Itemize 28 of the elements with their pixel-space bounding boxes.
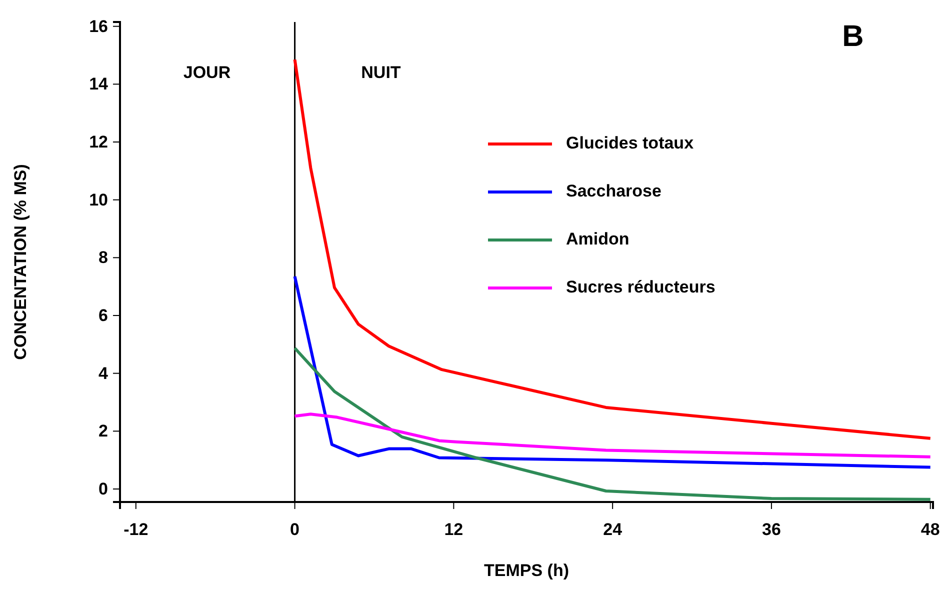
legend-label: Sucres réducteurs — [566, 277, 716, 296]
annotation: NUIT — [361, 63, 402, 82]
y-tick-label: 6 — [98, 306, 108, 325]
x-axis-title: TEMPS (h) — [484, 561, 569, 580]
y-tick-label: 10 — [89, 190, 108, 210]
legend-label: Saccharose — [566, 181, 662, 200]
x-tick-label: 36 — [762, 520, 781, 540]
legend-label: Amidon — [566, 229, 630, 248]
annotation: B — [842, 20, 864, 53]
y-tick-label: 8 — [98, 248, 108, 268]
y-tick-label: 0 — [98, 479, 108, 498]
x-tick-label: 24 — [603, 520, 623, 540]
y-tick-label: 4 — [98, 364, 109, 383]
line-series — [293, 274, 932, 469]
x-tick-label: 12 — [444, 520, 464, 540]
y-tick-label: 12 — [89, 132, 108, 152]
legend-label: Glucides totaux — [566, 133, 694, 152]
y-tick-label: 16 — [89, 16, 108, 36]
line-series — [293, 58, 932, 440]
annotation: JOUR — [183, 63, 231, 82]
y-tick-label: 2 — [98, 422, 108, 441]
y-tick-label: 14 — [89, 74, 109, 94]
line-series — [293, 346, 932, 501]
x-tick-label: -12 — [124, 520, 148, 540]
x-tick-label: 48 — [920, 520, 940, 540]
x-tick-label: 0 — [290, 520, 300, 540]
y-axis-title: CONCENTATION (% MS) — [11, 164, 30, 360]
line-series — [293, 412, 932, 458]
